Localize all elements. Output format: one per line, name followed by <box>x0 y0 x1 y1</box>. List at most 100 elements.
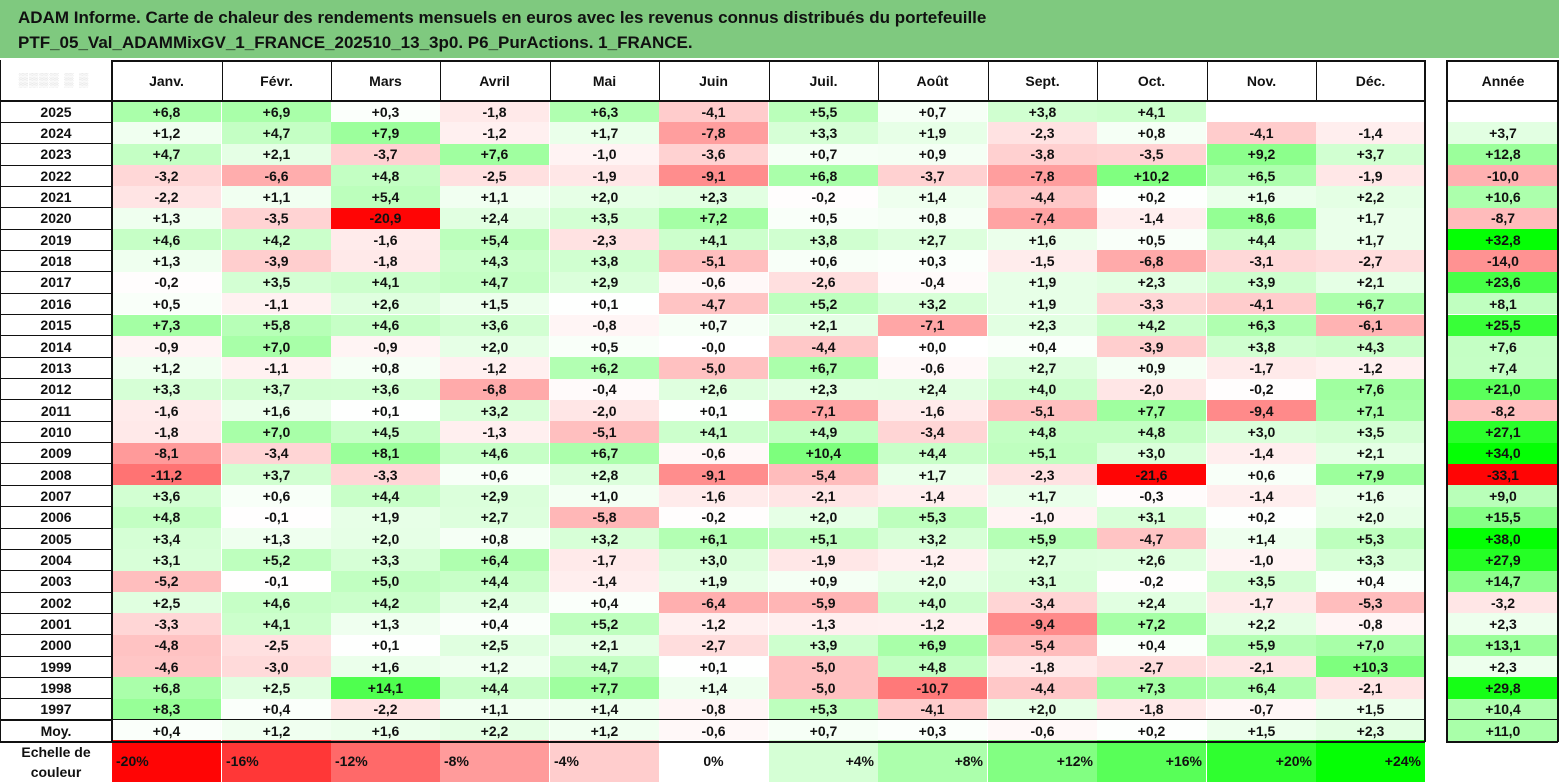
heatmap-cell: -4,1 <box>878 698 987 721</box>
heatmap-cell: +2,7 <box>988 549 1097 571</box>
heatmap-cell: +4,4 <box>331 485 440 507</box>
heatmap-cell: +4,6 <box>222 592 331 614</box>
annual-cell: +14,7 <box>1448 570 1558 593</box>
heatmap-cell: +1,9 <box>988 271 1097 294</box>
heatmap-cell: -4,1 <box>659 101 768 123</box>
heatmap-cell: +2,5 <box>440 634 549 657</box>
grid-line <box>222 60 223 101</box>
annual-cell: +9,0 <box>1448 485 1558 507</box>
heatmap-cell: +3,1 <box>1097 506 1206 528</box>
grid-line <box>769 60 770 101</box>
heatmap-cell: -0,7 <box>1207 698 1316 721</box>
heatmap-cell: -5,4 <box>988 634 1097 657</box>
grid-line <box>1446 100 1558 102</box>
heatmap-cell: +6,3 <box>550 101 659 123</box>
grid-line <box>0 378 112 380</box>
annual-cell: +38,0 <box>1448 528 1558 550</box>
heatmap-cell: +4,8 <box>878 656 987 678</box>
year-label: 2014 <box>40 338 72 355</box>
heatmap-cell: +3,6 <box>440 314 549 336</box>
heatmap-cell: -9,4 <box>988 613 1097 635</box>
heatmap-cell: -2,3 <box>550 229 659 251</box>
heatmap-cell: +3,2 <box>878 293 987 315</box>
heatmap-cell: +3,8 <box>988 101 1097 123</box>
heatmap-cell: -3,4 <box>988 592 1097 614</box>
year-label: 2016 <box>40 295 72 312</box>
grid-line <box>0 164 112 166</box>
year-label: 2008 <box>40 466 72 483</box>
year-label: 2004 <box>40 552 72 569</box>
heatmap-cell: -20,9 <box>331 207 440 230</box>
heatmap-cell <box>1207 101 1316 123</box>
heatmap-cell: -1,8 <box>440 101 549 123</box>
heatmap-cell: +2,7 <box>878 229 987 251</box>
heatmap-cell: +3,6 <box>112 485 221 507</box>
year-label: 2001 <box>40 616 72 633</box>
annual-cell: -3,2 <box>1448 592 1558 614</box>
annual-cell: -33,1 <box>1448 463 1558 486</box>
year-label: 2009 <box>40 445 72 462</box>
heatmap-cell: +0,8 <box>878 207 987 230</box>
heatmap-cell: -9,1 <box>659 165 768 187</box>
year-label: 2003 <box>40 573 72 590</box>
heatmap-cell: -1,8 <box>1097 698 1206 721</box>
heatmap-cell: +0,5 <box>112 293 221 315</box>
heatmap-cell: +3,0 <box>659 549 768 571</box>
heatmap-cell: +10,2 <box>1097 165 1206 187</box>
heatmap-cell: -5,1 <box>988 399 1097 422</box>
heatmap-cell: +1,9 <box>988 293 1097 315</box>
annual-cell: +7,4 <box>1448 357 1558 379</box>
heatmap-cell: +0,2 <box>1097 186 1206 208</box>
grid-line <box>0 60 1 742</box>
heatmap-cell: +0,1 <box>659 399 768 422</box>
heatmap-cell: +5,1 <box>769 528 878 550</box>
year-label: 2002 <box>40 594 72 611</box>
heatmap-cell: -1,2 <box>1316 357 1425 379</box>
heatmap-cell: +0,6 <box>440 463 549 486</box>
heatmap-cell: +0,0 <box>878 335 987 358</box>
heatmap-cell: +1,6 <box>1207 186 1316 208</box>
year-label: 2023 <box>40 146 72 163</box>
heatmap-cell: +1,0 <box>550 485 659 507</box>
heatmap-cell: +0,4 <box>440 613 549 635</box>
heatmap-cell: +1,1 <box>440 186 549 208</box>
heatmap-cell: +5,9 <box>1207 634 1316 657</box>
heatmap-cell: -3,5 <box>222 207 331 230</box>
heatmap-cell: +4,0 <box>878 592 987 614</box>
heatmap-cell: -2,1 <box>1316 677 1425 699</box>
heatmap-cell: -0,8 <box>1316 613 1425 635</box>
heatmap-cell: -1,7 <box>1207 357 1316 379</box>
heatmap-cell: +0,1 <box>550 293 659 315</box>
color-scale-swatch: 0% <box>659 740 768 782</box>
heatmap-cell: -21,6 <box>1097 463 1206 486</box>
heatmap-cell: +0,1 <box>331 399 440 422</box>
heatmap-cell: +7,6 <box>1316 378 1425 400</box>
report-title: ADAM Informe. Carte de chaleur des rende… <box>0 0 1559 58</box>
heatmap-cell: +5,4 <box>331 186 440 208</box>
heatmap-cell: -4,4 <box>988 186 1097 208</box>
title-line-1: ADAM Informe. Carte de chaleur des rende… <box>18 8 987 27</box>
heatmap-cell: +5,1 <box>988 442 1097 464</box>
heatmap-cell: +2,0 <box>1316 506 1425 528</box>
heatmap-cell: +6,8 <box>112 677 221 699</box>
grid-line <box>0 271 112 273</box>
heatmap-cell: +3,8 <box>769 229 878 251</box>
heatmap-cell: -1,2 <box>440 357 549 379</box>
year-label: 2024 <box>40 125 72 142</box>
heatmap-cell: +4,7 <box>550 656 659 678</box>
heatmap-cell: -2,0 <box>1097 378 1206 400</box>
heatmap-cell: +1,4 <box>550 698 659 721</box>
color-scale-swatch: -20% <box>112 740 221 782</box>
grid-line <box>0 314 112 315</box>
heatmap-cell: +2,0 <box>331 528 440 550</box>
annual-cell: -10,0 <box>1448 165 1558 187</box>
heatmap-cell: +3,5 <box>222 271 331 294</box>
heatmap-cell: +0,7 <box>878 101 987 123</box>
grid-line <box>1316 60 1317 101</box>
grid-line <box>878 60 879 101</box>
heatmap-cell: +0,7 <box>769 720 878 742</box>
heatmap-cell: +3,5 <box>550 207 659 230</box>
heatmap-cell: +6,9 <box>222 101 331 123</box>
heatmap-cell: -3,0 <box>222 656 331 678</box>
heatmap-cell: -2,1 <box>1207 656 1316 678</box>
